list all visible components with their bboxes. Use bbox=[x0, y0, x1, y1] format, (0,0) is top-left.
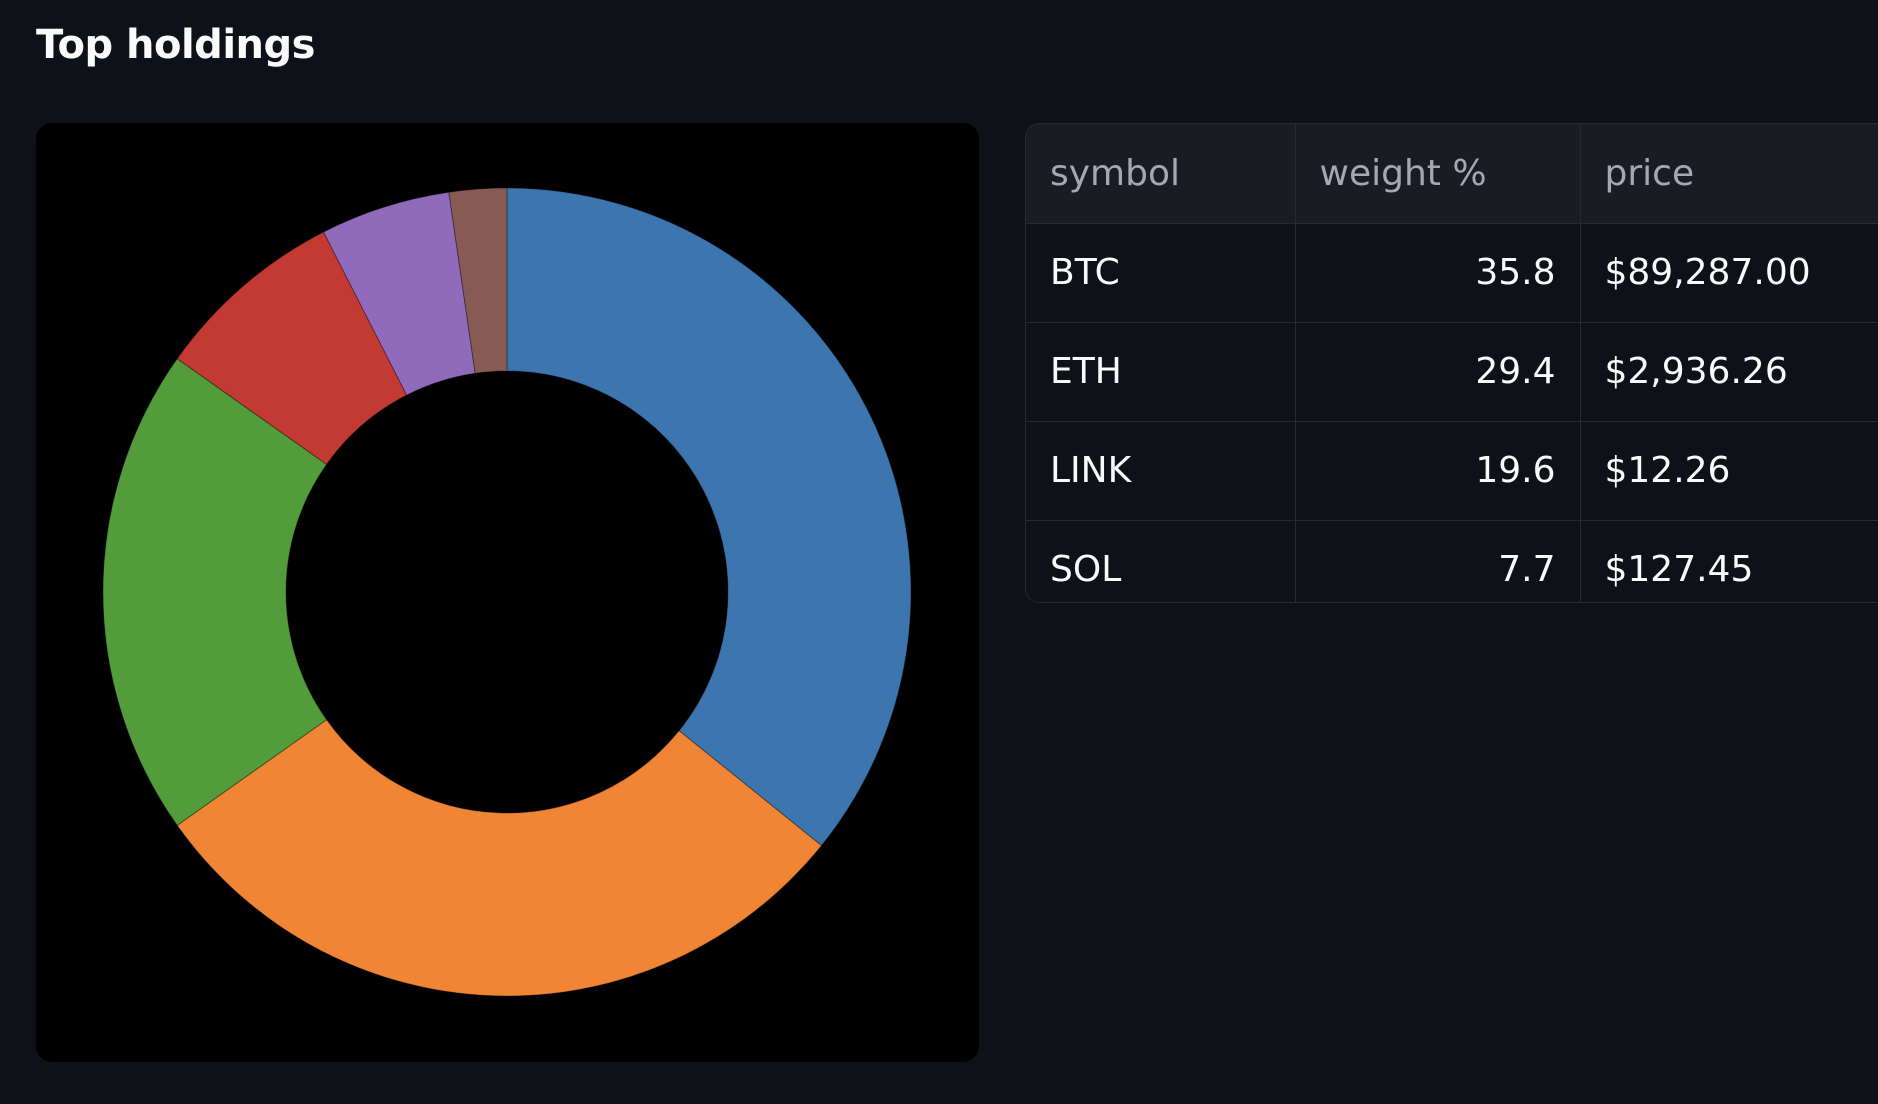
donut-slice[interactable] bbox=[102, 357, 328, 827]
donut-svg bbox=[102, 187, 912, 997]
cell-symbol[interactable]: LINK bbox=[1026, 421, 1296, 521]
section-title: Top holdings bbox=[36, 22, 315, 68]
table-row[interactable]: BTC 35.8 $89,287.00 bbox=[1026, 223, 1878, 323]
cell-symbol[interactable]: ETH bbox=[1026, 322, 1296, 422]
donut-slice[interactable] bbox=[176, 718, 823, 997]
table-row[interactable]: SOL 7.7 $127.45 bbox=[1026, 520, 1878, 602]
column-header-symbol[interactable]: symbol bbox=[1026, 124, 1296, 224]
table-row[interactable]: ETH 29.4 $2,936.26 bbox=[1026, 322, 1878, 422]
cell-price[interactable]: $2,936.26 bbox=[1580, 322, 1878, 422]
table-row[interactable]: LINK 19.6 $12.26 bbox=[1026, 421, 1878, 521]
holdings-donut-chart[interactable] bbox=[36, 123, 979, 1062]
cell-weight[interactable]: 29.4 bbox=[1295, 322, 1581, 422]
cell-weight[interactable]: 19.6 bbox=[1295, 421, 1581, 521]
cell-price[interactable]: $127.45 bbox=[1580, 520, 1878, 602]
holdings-grid: symbol weight % price BTC 35.8 $89,287.0… bbox=[1026, 124, 1878, 602]
cell-price[interactable]: $89,287.00 bbox=[1580, 223, 1878, 323]
column-header-price[interactable]: price bbox=[1580, 124, 1878, 224]
holdings-table[interactable]: symbol weight % price BTC 35.8 $89,287.0… bbox=[1025, 123, 1878, 603]
donut-slice[interactable] bbox=[506, 187, 912, 847]
cell-weight[interactable]: 35.8 bbox=[1295, 223, 1581, 323]
cell-price[interactable]: $12.26 bbox=[1580, 421, 1878, 521]
donut-slice[interactable] bbox=[176, 231, 408, 466]
cell-weight[interactable]: 7.7 bbox=[1295, 520, 1581, 602]
column-header-weight[interactable]: weight % bbox=[1295, 124, 1581, 224]
table-header-row: symbol weight % price bbox=[1026, 124, 1878, 224]
cell-symbol[interactable]: BTC bbox=[1026, 223, 1296, 323]
donut-slice[interactable] bbox=[448, 187, 508, 374]
cell-symbol[interactable]: SOL bbox=[1026, 520, 1296, 602]
